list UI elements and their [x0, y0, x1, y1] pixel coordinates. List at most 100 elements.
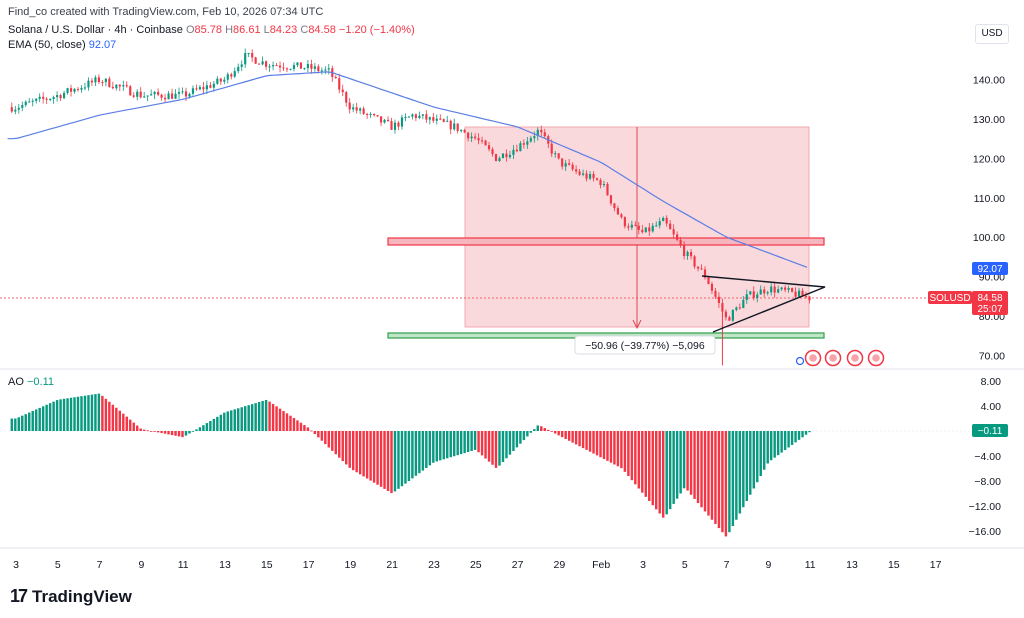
- ao-bar: [794, 431, 797, 443]
- candle-body: [543, 132, 546, 137]
- ao-value: −0.11: [26, 376, 54, 388]
- ao-bar: [466, 431, 470, 453]
- candle-body: [738, 307, 741, 309]
- ao-bar: [731, 431, 735, 526]
- candle-body: [66, 88, 69, 93]
- candle-body: [212, 83, 215, 88]
- economic-event-icon[interactable]: [867, 349, 885, 367]
- ao-bar: [310, 430, 313, 432]
- candles: [10, 48, 811, 366]
- ao-bar: [550, 431, 553, 432]
- ao-bar: [48, 403, 52, 431]
- ao-bar: [233, 409, 236, 431]
- ao-bar: [282, 411, 285, 431]
- candle-body: [177, 92, 181, 94]
- ao-bar: [17, 417, 21, 431]
- ao-bar: [574, 431, 578, 445]
- ao-bar: [560, 431, 564, 438]
- candle-body: [132, 95, 135, 97]
- ao-bar: [459, 431, 463, 455]
- candle-body: [564, 163, 567, 167]
- ao-bar: [285, 413, 289, 431]
- price-axis[interactable]: 140.00130.00120.00110.00100.0090.0080.00…: [973, 75, 1005, 363]
- ao-label[interactable]: AO: [8, 376, 24, 388]
- candle-body: [83, 87, 87, 89]
- candle-body: [327, 68, 330, 70]
- ema-label[interactable]: EMA (50, close): [8, 39, 86, 51]
- candle-body: [595, 178, 599, 180]
- currency-button[interactable]: USD: [975, 24, 1009, 44]
- time-tick-label: 23: [428, 559, 440, 571]
- candle-body: [313, 66, 316, 69]
- candle-body: [282, 67, 285, 69]
- ao-bar: [341, 431, 344, 462]
- symbol-title[interactable]: Solana / U.S. Dollar · 4h · Coinbase: [8, 24, 183, 36]
- candle-body: [623, 217, 626, 227]
- time-axis[interactable]: 3 5 7 9 11 13 15 17 19 21 23 25 27 29 Feb 3 5 7 9 11 13 15 17: [13, 559, 942, 571]
- time-tick-label: 17: [303, 559, 315, 571]
- candle-body: [69, 88, 73, 92]
- price-chart[interactable]: −50.96 (−39.77%) −5,096 140.00 130.00 120.…: [0, 0, 1024, 580]
- candle-body: [696, 266, 700, 269]
- time-tick-label: 21: [386, 559, 398, 571]
- resistance-zone[interactable]: [387, 237, 825, 246]
- ao-bar: [689, 431, 693, 495]
- candle-body: [59, 95, 62, 99]
- ao-bar: [540, 426, 543, 431]
- ao-bar: [243, 406, 247, 431]
- ao-bar: [181, 431, 184, 438]
- candle-body: [665, 217, 668, 224]
- price-tick-label: 70.00: [979, 350, 1005, 362]
- ao-bar: [198, 427, 202, 431]
- ao-bar: [209, 421, 212, 431]
- ao-bar: [292, 418, 296, 431]
- ao-bar: [668, 431, 672, 510]
- ema-badge-text: 92.07: [977, 264, 1002, 275]
- economic-event-icon[interactable]: [804, 349, 822, 367]
- tradingview-logo-icon: 17: [10, 586, 28, 606]
- ao-bar: [418, 431, 421, 474]
- candle-body: [428, 117, 431, 120]
- ao-bar: [289, 415, 292, 431]
- ao-bar: [139, 428, 142, 431]
- ao-bar: [76, 396, 80, 431]
- tradingview-brand[interactable]: 17 TradingView: [10, 586, 132, 607]
- ao-bar: [585, 431, 588, 450]
- candle-body: [432, 117, 435, 121]
- ao-bar: [463, 431, 466, 454]
- ao-bar: [191, 431, 195, 432]
- countdown-text: 25:07: [977, 304, 1002, 315]
- candle-body: [355, 107, 358, 111]
- ema-badge: 92.07: [972, 262, 1008, 275]
- ao-bar: [404, 431, 407, 484]
- ao-bar: [261, 401, 264, 431]
- candle-body: [216, 78, 219, 84]
- time-tick-label: 7: [97, 559, 103, 571]
- candle-body: [191, 88, 195, 94]
- economic-event-icon[interactable]: [824, 349, 842, 367]
- candle-body: [251, 53, 254, 58]
- ao-axis[interactable]: 8.00 4.00 −4.00 −8.00 −12.00 −16.00: [969, 376, 1002, 538]
- candle-body: [359, 108, 362, 111]
- ao-bar: [508, 431, 512, 455]
- candle-body: [756, 294, 759, 298]
- candle-body: [658, 221, 661, 226]
- triangle-pattern[interactable]: [701, 275, 826, 333]
- crosshair-plus-icon[interactable]: [795, 356, 805, 366]
- ao-bar: [616, 431, 620, 467]
- candle-body: [491, 149, 494, 155]
- ao-bar: [700, 431, 703, 508]
- ao-bar: [780, 431, 783, 453]
- candle-body: [467, 132, 470, 139]
- candle-body: [480, 140, 484, 142]
- candle-body: [104, 78, 107, 83]
- economic-event-icon[interactable]: [846, 349, 864, 367]
- measure-label-box: [574, 335, 716, 355]
- ao-bar: [324, 431, 327, 445]
- ao-bar: [383, 431, 386, 489]
- ao-bar: [31, 411, 34, 431]
- ao-bar: [588, 431, 592, 452]
- candle-body: [56, 95, 59, 98]
- candle-body: [184, 91, 188, 97]
- ao-bar: [578, 431, 581, 447]
